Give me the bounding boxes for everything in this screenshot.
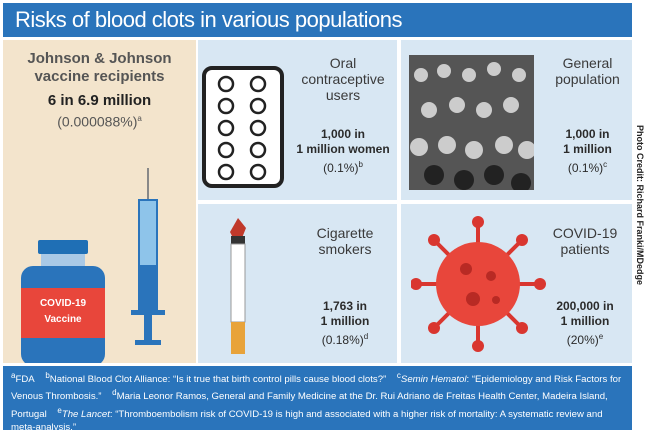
rate: (20%) [566,333,599,347]
rate: (0.18%) [321,333,364,347]
footnote-text: FDA [15,374,35,386]
panel-stat: 1 million [560,314,610,328]
footnote: dMaria Leonor Ramos, General and Family … [11,388,608,420]
panel-title: smokers [318,241,372,257]
note: a [137,114,142,123]
featured-title: Johnson & Johnson [27,50,172,67]
panel [198,204,397,363]
rate: (0.000088%) [57,113,138,130]
note: d [363,332,369,341]
panel-text: Oral contraceptive users 1,000 in 1 mill… [288,55,398,176]
vial-label: Vaccine [44,314,82,325]
panel-rate: (0.1%)b [288,157,398,176]
featured-title: vaccine recipients [34,68,165,85]
footnote-mark: c [396,371,401,380]
panel-text: COVID-19 patients 200,000 in 1 million (… [535,225,635,348]
rate: (0.1%) [567,161,604,175]
panel-stat: 200,000 in [556,299,614,313]
panel-stat: 1 million [563,142,612,156]
note: b [358,160,363,169]
panel-title: contraceptive [301,71,385,87]
footnote-source: Semin Hematol [400,374,467,386]
footnote-mark: a [11,371,16,380]
panel-stat: 1 million women [296,142,390,156]
panel-rate: (0.18%)d [290,329,400,348]
panel-title: users [325,87,361,103]
panel-title: population [555,71,620,87]
footnote: bNational Blood Clot Alliance: “Is it tr… [45,371,387,386]
footnote-text: Maria Leonor Ramos, General and Family M… [11,391,608,420]
panel [401,204,632,363]
panel-title: Cigarette [316,225,374,241]
featured-rate: (0.000088%)a [3,110,196,131]
panel-stat: 1,000 in [320,127,366,141]
panel-title: COVID-19 [552,225,618,241]
panel-title: Oral [329,55,357,71]
rate: (0.1%) [323,161,359,175]
panel-text: General population 1,000 in 1 million (0… [540,55,635,176]
photo-credit: Photo Credit: Richard Franki/MDedge [635,125,645,286]
panel-title: General [562,55,613,71]
footnote: aFDA [11,371,35,386]
pill-icon [202,66,284,188]
panel-rate: (0.1%)c [540,157,635,176]
featured-panel: Johnson & Johnson vaccine recipients 6 i… [3,40,196,363]
footnote-text: : “Epidemiology and Risk Factors for Ven… [11,374,622,403]
panel-stat: 1 million [320,314,370,328]
footnotes: aFDA bNational Blood Clot Alliance: “Is … [3,366,632,433]
panel [198,40,397,200]
footnote: eThe Lancet: “Thromboembolism risk of CO… [11,405,603,433]
panel-stat: 1,763 in [322,299,368,313]
crowd-icon [409,55,534,190]
featured-stat: 6 in 6.9 million [47,92,152,109]
footnote-text: : “Thromboembolism risk of COVID-19 is h… [11,408,603,433]
panel-title: patients [560,241,610,257]
panel-stat: 1,000 in [565,127,610,141]
note: c [603,160,608,169]
vial-label: COVID-19 [40,298,87,309]
panel-text: Cigarette smokers 1,763 in 1 million (0.… [290,225,400,348]
note: e [598,332,604,341]
footnote-mark: b [45,371,50,380]
panel [401,40,632,200]
cigarette-icon [230,218,246,354]
title: Risks of blood clots in various populati… [3,3,632,37]
panel-rate: (20%)e [535,329,635,348]
footnote: cSemin Hematol: “Epidemiology and Risk F… [11,371,622,403]
vaccine-icon: COVID-19 Vaccine [21,168,165,363]
footnote-source: The Lancet [61,408,110,420]
footnote-mark: d [112,388,117,398]
footnote-text: National Blood Clot Alliance: “Is it tru… [49,374,387,386]
virus-icon [411,216,546,352]
footnote-mark: e [57,405,62,415]
